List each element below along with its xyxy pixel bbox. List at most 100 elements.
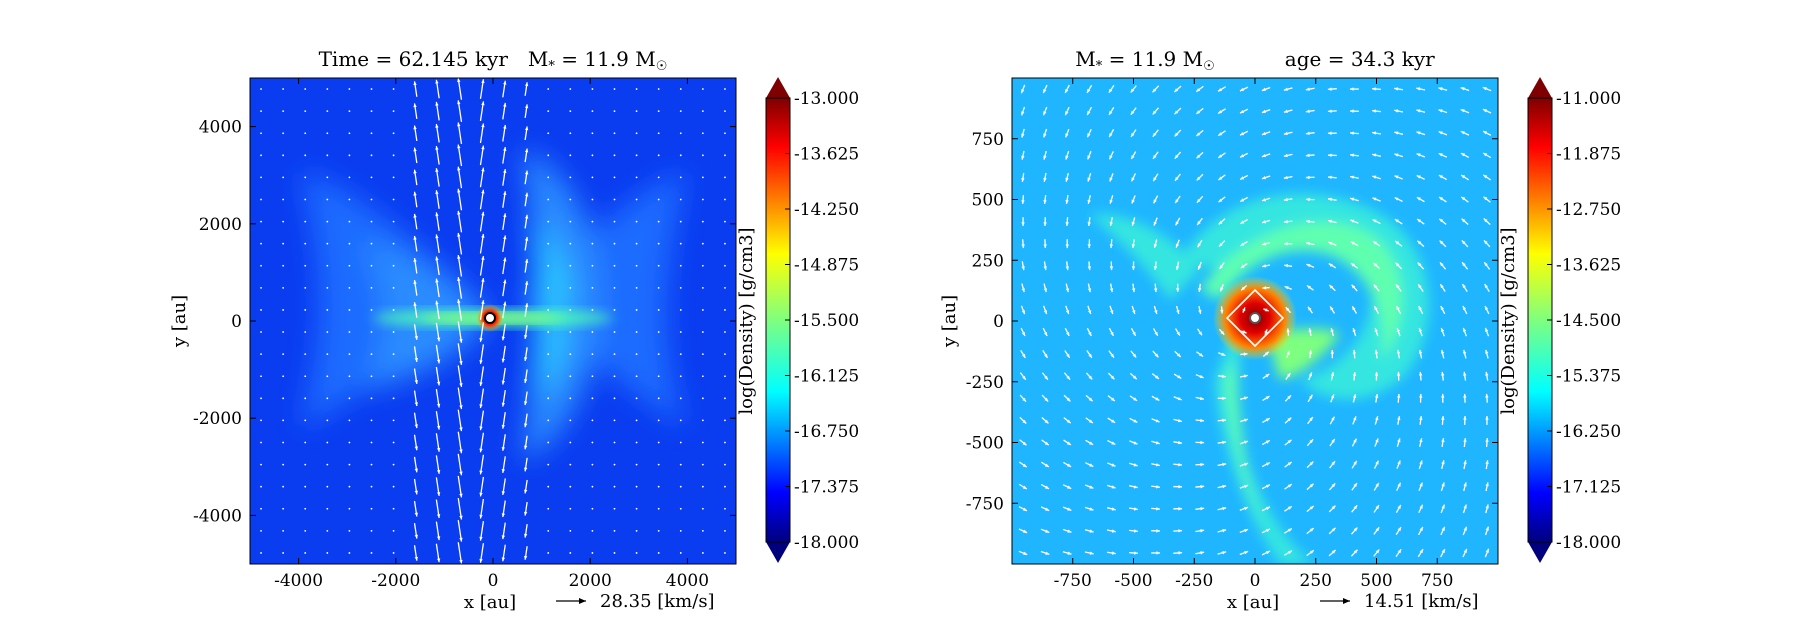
velocity-vector-head	[1287, 506, 1292, 510]
velocity-vector-head	[457, 78, 461, 83]
velocity-vector	[392, 463, 395, 466]
velocity-vector-head	[1109, 199, 1113, 204]
velocity-vector	[457, 497, 463, 520]
velocity-vector	[547, 309, 550, 311]
axis-ticks-right: -750 -500 -250 0 250 500 750 750 500 250 0 -250 -500…	[966, 78, 1498, 591]
velocity-vector-head	[1309, 439, 1314, 444]
velocity-vector-head	[1441, 416, 1445, 420]
velocity-vector	[635, 242, 638, 245]
colorbar-tick-label: -18.000	[794, 533, 859, 553]
x-tick-label: 250	[1300, 571, 1332, 591]
velocity-vector-head	[1153, 266, 1158, 270]
velocity-vector-head	[1396, 349, 1401, 354]
velocity-vector-head	[481, 278, 485, 282]
velocity-vector-head	[457, 255, 461, 259]
velocity-vector-head	[1328, 263, 1333, 267]
velocity-vector	[591, 419, 594, 422]
velocity-vector-head	[1396, 393, 1401, 398]
velocity-vector-head	[1066, 375, 1071, 380]
velocity-vector-head	[435, 256, 439, 261]
velocity-vector-head	[459, 559, 463, 564]
velocity-vector-head	[457, 232, 461, 237]
velocity-vector	[370, 419, 373, 422]
velocity-vector	[635, 419, 638, 422]
velocity-vector-head	[414, 358, 418, 362]
velocity-vector-head	[1021, 111, 1025, 116]
velocity-vector-head	[1175, 243, 1180, 248]
velocity-vector	[304, 552, 307, 554]
velocity-vector-head	[1397, 460, 1401, 465]
velocity-vector	[679, 397, 682, 400]
velocity-vector-head	[1156, 529, 1161, 533]
velocity-vector-head	[435, 278, 439, 283]
velocity-vector-head	[1067, 529, 1072, 533]
velocity-vector-head	[1286, 350, 1290, 355]
velocity-vector	[392, 309, 395, 311]
velocity-vector-head	[1330, 306, 1334, 311]
velocity-vector-head	[1156, 551, 1161, 555]
y-tick-label: -4000	[193, 506, 242, 526]
velocity-vector-head	[1175, 221, 1179, 226]
velocity-vector	[701, 397, 704, 400]
velocity-vector	[724, 507, 726, 510]
velocity-vector-head	[1066, 353, 1070, 358]
velocity-vector-head	[1483, 174, 1488, 179]
velocity-vector	[370, 397, 373, 400]
x-tick-label: -500	[1114, 571, 1152, 591]
velocity-vector	[591, 375, 594, 378]
velocity-vector	[370, 353, 373, 356]
velocity-vector	[635, 353, 638, 356]
velocity-vector-head	[501, 557, 506, 562]
velocity-vector	[457, 100, 463, 122]
velocity-vector	[547, 552, 550, 554]
velocity-vector	[547, 176, 550, 179]
velocity-vector	[304, 463, 307, 466]
panel-right: -750 -500 -250 0 250 500 750 750 500 250 0 -250 -500…	[939, 47, 1621, 613]
velocity-vector-head	[1463, 371, 1467, 376]
velocity-vector	[392, 264, 395, 267]
velocity-vector	[635, 176, 638, 179]
velocity-vector	[282, 309, 285, 311]
velocity-vector-head	[457, 277, 461, 281]
velocity-vector-head	[1352, 306, 1356, 311]
velocity-vector	[326, 441, 329, 444]
velocity-vector-head	[1331, 483, 1336, 488]
velocity-vector-head	[1460, 153, 1465, 157]
velocity-vector-head	[459, 361, 463, 365]
velocity-vector-head	[1331, 438, 1335, 443]
velocity-vector-head	[1222, 418, 1227, 423]
velocity-vector-head	[1022, 463, 1027, 468]
velocity-vector	[569, 198, 572, 201]
velocity-vector-head	[1485, 548, 1489, 553]
velocity-vector	[348, 441, 351, 444]
velocity-vector	[547, 198, 550, 201]
velocity-vector-head	[1439, 262, 1444, 267]
velocity-vector	[679, 286, 682, 289]
velocity-vector	[370, 220, 373, 223]
velocity-vector	[304, 529, 307, 532]
velocity-vector	[613, 507, 616, 510]
velocity-vector-head	[1176, 309, 1180, 314]
velocity-vector	[547, 242, 550, 245]
velocity-vector	[591, 110, 594, 113]
velocity-vector-head	[1152, 88, 1157, 93]
velocity-vector	[348, 309, 351, 311]
velocity-vector	[457, 232, 463, 255]
velocity-vector-head	[523, 379, 528, 383]
velocity-vector	[657, 441, 660, 444]
velocity-vector-head	[1328, 219, 1333, 224]
velocity-vector-head	[1463, 526, 1467, 531]
velocity-vector	[613, 132, 616, 135]
velocity-vector-head	[1198, 309, 1202, 314]
velocity-vector-head	[1419, 416, 1423, 420]
velocity-vector	[260, 220, 262, 223]
velocity-vectors-right	[1018, 84, 1492, 558]
velocity-vector-head	[1327, 109, 1332, 113]
velocity-vector-head	[1198, 265, 1202, 270]
velocity-vector-head	[1153, 154, 1157, 159]
velocity-vector-head	[1175, 199, 1179, 204]
velocity-vector-head	[1287, 395, 1291, 400]
velocity-vector	[326, 485, 329, 488]
velocity-vector	[326, 552, 329, 554]
colorbar-tick-label: -14.875	[794, 256, 859, 276]
